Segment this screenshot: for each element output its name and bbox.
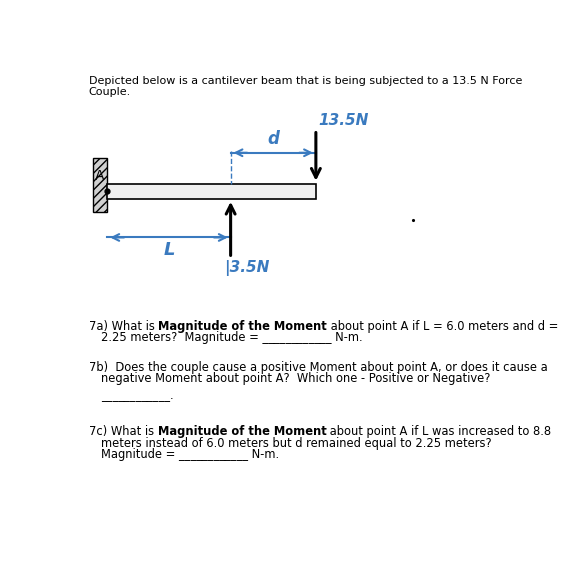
Text: Magnitude = ____________ N-m.: Magnitude = ____________ N-m.	[101, 448, 280, 462]
Text: 13.5N: 13.5N	[318, 113, 369, 128]
Bar	[94, 158, 107, 212]
Text: negative Moment about point A?  Which one - Positive or Negative?: negative Moment about point A? Which one…	[101, 372, 491, 385]
Text: 7b)  Does the couple cause a positive Moment about point A, or does it cause a: 7b) Does the couple cause a positive Mom…	[89, 361, 548, 374]
Text: 2.25 meters?  Magnitude = ____________ N-m.: 2.25 meters? Magnitude = ____________ N-…	[101, 331, 363, 345]
Text: |3.5N: |3.5N	[224, 260, 270, 276]
Text: ____________.: ____________.	[101, 389, 174, 402]
Text: Depicted below is a cantilever beam that is being subjected to a 13.5 N Force
Co: Depicted below is a cantilever beam that…	[89, 76, 522, 97]
Text: Magnitude of the Moment: Magnitude of the Moment	[157, 425, 326, 438]
Text: L: L	[163, 241, 174, 259]
Text: A: A	[95, 169, 104, 183]
Text: Magnitude of the Moment: Magnitude of the Moment	[158, 320, 327, 333]
Bar	[107, 183, 316, 199]
Text: meters instead of 6.0 meters but d remained equal to 2.25 meters?: meters instead of 6.0 meters but d remai…	[101, 437, 492, 450]
Text: 7a) What is: 7a) What is	[89, 320, 158, 333]
Text: d: d	[267, 130, 279, 148]
Text: 7c) What is: 7c) What is	[89, 425, 157, 438]
Text: about point A if L = 6.0 meters and d =: about point A if L = 6.0 meters and d =	[327, 320, 559, 333]
Text: about point A if L was increased to 8.8: about point A if L was increased to 8.8	[326, 425, 552, 438]
